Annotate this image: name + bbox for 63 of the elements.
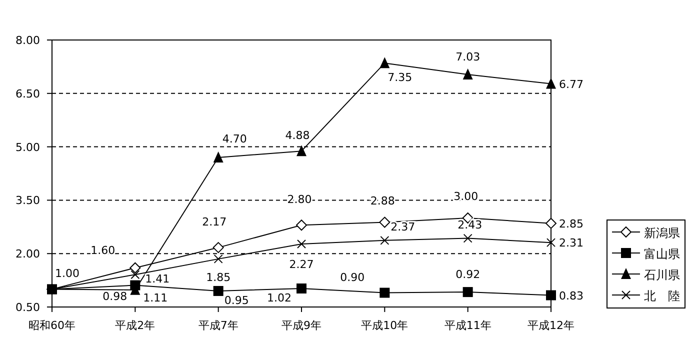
y-tick-label: 6.50 (16, 87, 40, 100)
data-label: 1.02 (267, 291, 292, 304)
data-label: 2.17 (202, 216, 227, 229)
data-label: 1.11 (143, 291, 168, 304)
y-tick-label: 5.00 (16, 140, 40, 154)
point (296, 283, 306, 294)
point (380, 57, 390, 68)
x-tick-label: 平成10年 (361, 319, 408, 332)
data-label: 1.85 (206, 270, 231, 284)
point (213, 151, 224, 162)
point (296, 145, 306, 156)
data-label: 1.00 (55, 267, 80, 280)
point (130, 262, 141, 274)
data-label: 2.37 (390, 220, 416, 234)
point (462, 287, 473, 298)
y-tick-label: 3.50 (16, 194, 40, 208)
point (212, 242, 224, 254)
y-tick-label: 0.50 (16, 301, 40, 314)
data-label: 7.35 (388, 71, 412, 84)
point (379, 216, 390, 228)
data-label: 1.41 (145, 272, 170, 286)
data-label: 6.77 (559, 78, 584, 91)
point (546, 238, 556, 248)
point (546, 290, 556, 300)
x-tick-label: 平成2年 (115, 319, 156, 332)
x-tick-label: 平成11年 (444, 319, 492, 332)
data-label: 2.85 (559, 217, 584, 230)
point (546, 78, 556, 89)
data-label: 3.00 (454, 190, 478, 203)
point (213, 286, 224, 296)
point (546, 218, 556, 229)
data-label: 0.95 (224, 294, 249, 307)
y-tick-label: 8.00 (16, 34, 40, 47)
data-label: 0.98 (102, 290, 128, 303)
data-label: 0.83 (559, 289, 584, 302)
point (297, 239, 306, 248)
point (380, 236, 390, 245)
point (380, 288, 390, 298)
x-tick-label: 平成7年 (198, 319, 238, 332)
data-label: 1.60 (90, 244, 116, 257)
legend-label: 新潟県 (644, 226, 680, 240)
point (214, 254, 223, 264)
legend-label: 富山県 (644, 247, 680, 261)
data-label: 4.88 (285, 129, 310, 142)
data-label: 2.43 (458, 218, 482, 232)
data-label: 2.88 (370, 194, 395, 208)
data-label: 2.27 (289, 258, 314, 271)
data-label: 7.03 (456, 50, 480, 64)
legend-label: 北 陸 (644, 289, 680, 303)
x-tick-label: 平成9年 (282, 319, 322, 332)
x-tick-label: 平成12年 (528, 319, 574, 332)
point (463, 234, 472, 243)
data-label: 0.92 (456, 268, 480, 282)
data-label: 0.90 (340, 270, 365, 284)
legend-label: 石川県 (644, 268, 680, 282)
data-label: 2.31 (559, 236, 584, 250)
point (130, 270, 140, 280)
data-label: 4.70 (222, 132, 247, 146)
x-tick-label: 昭和60年 (28, 319, 76, 332)
point (462, 68, 473, 80)
data-label: 2.80 (287, 193, 312, 206)
point (296, 220, 307, 231)
y-tick-label: 2.00 (16, 248, 40, 261)
